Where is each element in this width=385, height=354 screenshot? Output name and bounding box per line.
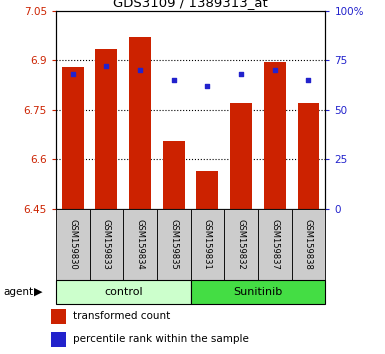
Point [137, 67, 143, 73]
Text: GSM159833: GSM159833 [102, 219, 111, 270]
Text: GSM159838: GSM159838 [304, 219, 313, 270]
FancyBboxPatch shape [191, 280, 325, 304]
Text: GSM159835: GSM159835 [169, 219, 178, 270]
Bar [51, 309, 66, 324]
Text: GSM159830: GSM159830 [68, 219, 77, 270]
Point [103, 63, 109, 69]
FancyBboxPatch shape [89, 209, 123, 280]
Point [238, 71, 244, 77]
Bar [298, 103, 320, 209]
FancyBboxPatch shape [123, 209, 157, 280]
Text: GSM159832: GSM159832 [237, 219, 246, 270]
Bar [51, 332, 66, 347]
FancyBboxPatch shape [56, 209, 89, 280]
Point [70, 71, 76, 77]
Text: ▶: ▶ [34, 287, 43, 297]
Bar [230, 103, 252, 209]
FancyBboxPatch shape [258, 209, 292, 280]
Text: control: control [104, 287, 142, 297]
Text: Sunitinib: Sunitinib [233, 287, 283, 297]
Bar [196, 171, 218, 209]
Text: percentile rank within the sample: percentile rank within the sample [73, 335, 249, 344]
Bar [95, 48, 117, 209]
Text: agent: agent [4, 287, 34, 297]
Point [204, 83, 211, 89]
Bar [163, 141, 185, 209]
Bar [62, 67, 84, 209]
FancyBboxPatch shape [191, 209, 224, 280]
Point [171, 77, 177, 83]
FancyBboxPatch shape [224, 209, 258, 280]
Text: transformed count: transformed count [73, 312, 170, 321]
FancyBboxPatch shape [157, 209, 191, 280]
Point [272, 67, 278, 73]
Title: GDS3109 / 1389313_at: GDS3109 / 1389313_at [113, 0, 268, 10]
Text: GSM159834: GSM159834 [136, 219, 144, 270]
Text: GSM159831: GSM159831 [203, 219, 212, 270]
FancyBboxPatch shape [292, 209, 325, 280]
Text: GSM159837: GSM159837 [270, 219, 279, 270]
Bar [129, 37, 151, 209]
FancyBboxPatch shape [56, 280, 191, 304]
Bar [264, 62, 286, 209]
Point [305, 77, 311, 83]
